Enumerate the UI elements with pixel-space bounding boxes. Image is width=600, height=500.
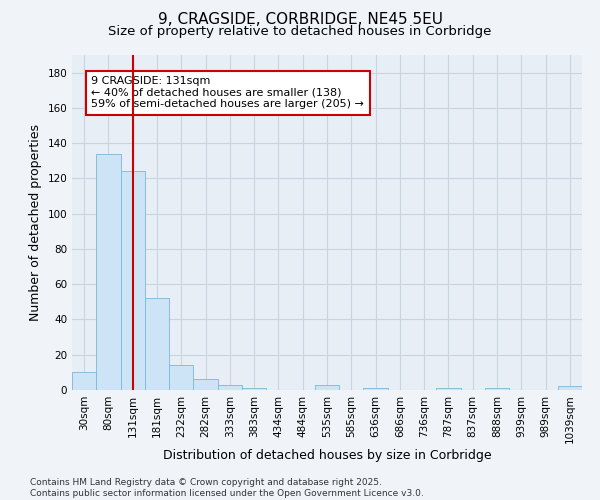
Bar bbox=[485, 388, 509, 390]
Bar bbox=[558, 386, 582, 390]
Text: 9, CRAGSIDE, CORBRIDGE, NE45 5EU: 9, CRAGSIDE, CORBRIDGE, NE45 5EU bbox=[157, 12, 443, 28]
Bar bbox=[72, 372, 96, 390]
Text: Contains HM Land Registry data © Crown copyright and database right 2025.
Contai: Contains HM Land Registry data © Crown c… bbox=[30, 478, 424, 498]
Text: 9 CRAGSIDE: 131sqm
← 40% of detached houses are smaller (138)
59% of semi-detach: 9 CRAGSIDE: 131sqm ← 40% of detached hou… bbox=[91, 76, 364, 110]
Bar bbox=[242, 388, 266, 390]
Bar bbox=[193, 380, 218, 390]
Bar bbox=[315, 384, 339, 390]
Bar bbox=[364, 388, 388, 390]
Bar bbox=[121, 172, 145, 390]
Bar bbox=[96, 154, 121, 390]
Bar bbox=[218, 384, 242, 390]
Y-axis label: Number of detached properties: Number of detached properties bbox=[29, 124, 42, 321]
Bar bbox=[436, 388, 461, 390]
Bar bbox=[169, 366, 193, 390]
X-axis label: Distribution of detached houses by size in Corbridge: Distribution of detached houses by size … bbox=[163, 449, 491, 462]
Text: Size of property relative to detached houses in Corbridge: Size of property relative to detached ho… bbox=[109, 25, 491, 38]
Bar bbox=[145, 298, 169, 390]
